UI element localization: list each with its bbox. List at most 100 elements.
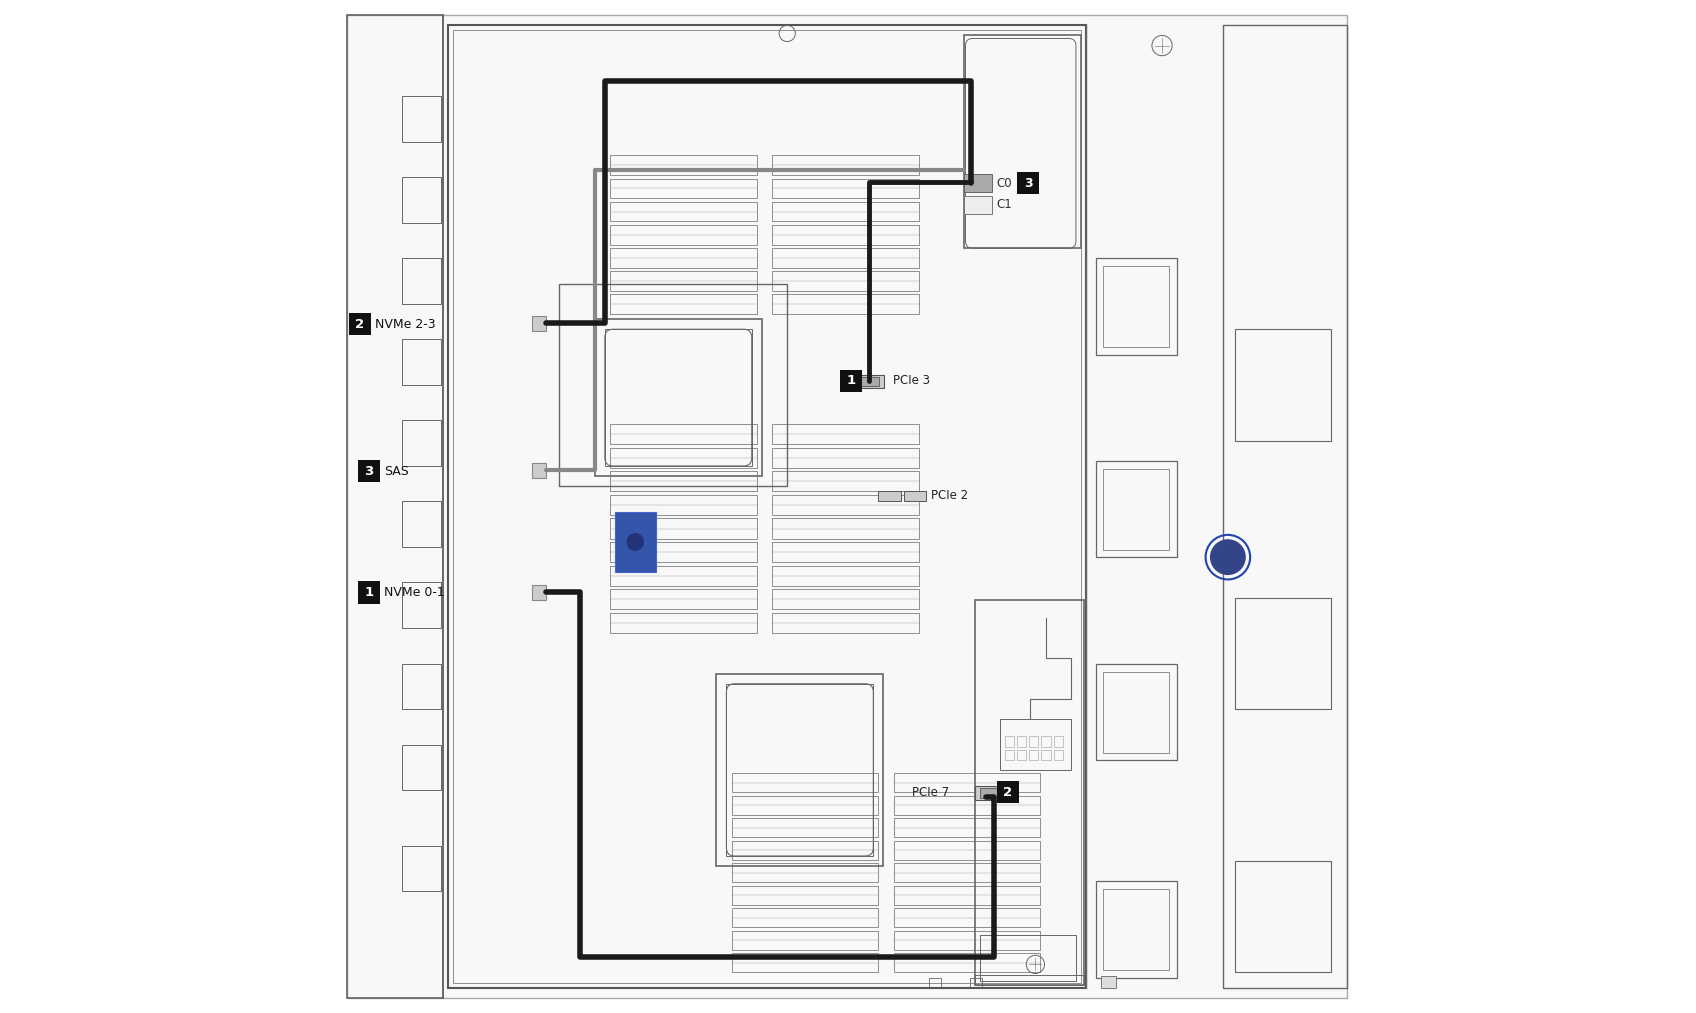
Bar (616, 512, 656, 572)
Bar (840, 370, 862, 392)
Bar (894, 796, 1040, 814)
Bar (772, 423, 919, 444)
Bar (611, 495, 756, 515)
Bar (1096, 881, 1177, 978)
Bar (772, 448, 919, 468)
Bar (731, 796, 879, 814)
Bar (1235, 329, 1331, 441)
Bar (731, 773, 879, 792)
Bar (879, 491, 901, 501)
Bar (349, 313, 371, 335)
Bar (611, 471, 756, 491)
Bar (731, 863, 879, 882)
Bar (772, 225, 919, 244)
Bar (772, 613, 919, 633)
Bar (1018, 172, 1040, 194)
Bar (894, 953, 1040, 972)
Bar (402, 177, 441, 223)
Bar (402, 582, 441, 628)
Bar (1096, 461, 1177, 557)
Bar (894, 931, 1040, 950)
Bar (731, 819, 879, 838)
Bar (772, 248, 919, 267)
Text: C1: C1 (996, 199, 1011, 211)
Bar (560, 284, 787, 486)
Bar (716, 674, 884, 866)
Bar (1104, 889, 1169, 970)
Bar (772, 178, 919, 199)
Bar (975, 975, 1084, 985)
Bar (533, 316, 546, 331)
Bar (1018, 736, 1026, 747)
Bar (358, 581, 380, 604)
Text: 1: 1 (365, 587, 373, 599)
Bar (1104, 469, 1169, 550)
Text: NVMe 2-3: NVMe 2-3 (375, 318, 436, 330)
Bar (611, 565, 756, 586)
Bar (731, 909, 879, 928)
Bar (894, 819, 1040, 838)
Bar (402, 339, 441, 385)
Bar (1029, 736, 1038, 747)
Bar (1018, 750, 1026, 760)
Text: PCIe 7: PCIe 7 (912, 786, 950, 798)
Bar (731, 953, 879, 972)
Bar (894, 773, 1040, 792)
Bar (731, 931, 879, 950)
Text: PCIe 3: PCIe 3 (892, 375, 929, 387)
Bar (862, 377, 880, 386)
Text: NVMe 0-1: NVMe 0-1 (383, 587, 444, 599)
Bar (402, 846, 441, 891)
Bar (1041, 736, 1050, 747)
Bar (533, 463, 546, 478)
Bar (402, 96, 441, 142)
Text: 2: 2 (1004, 786, 1013, 798)
Text: 2: 2 (354, 318, 365, 330)
Bar (611, 295, 756, 314)
Bar (1104, 672, 1169, 753)
Text: SAS: SAS (383, 465, 409, 477)
Text: 3: 3 (365, 465, 373, 477)
Bar (1223, 25, 1347, 988)
Bar (1096, 258, 1177, 355)
Bar (772, 495, 919, 515)
Bar (402, 501, 441, 547)
Bar (358, 460, 380, 482)
Bar (894, 863, 1040, 882)
Bar (1001, 719, 1070, 770)
Bar (726, 684, 873, 856)
Circle shape (628, 534, 643, 550)
Bar (611, 248, 756, 267)
Bar (1053, 736, 1063, 747)
Bar (1096, 664, 1177, 760)
Bar (611, 448, 756, 468)
Bar (1053, 750, 1063, 760)
Bar (611, 271, 756, 291)
Bar (611, 155, 756, 175)
Bar (1235, 598, 1331, 709)
Bar (611, 542, 756, 562)
Text: 3: 3 (1024, 177, 1033, 189)
Bar (772, 519, 919, 539)
Bar (772, 590, 919, 610)
Text: C0: C0 (996, 177, 1011, 189)
Bar (772, 471, 919, 491)
Bar (965, 35, 1080, 248)
Bar (611, 613, 756, 633)
Bar (1041, 750, 1050, 760)
Bar (346, 15, 443, 998)
Bar (611, 225, 756, 244)
Bar (772, 295, 919, 314)
Bar (616, 512, 656, 572)
Bar (611, 519, 756, 539)
Bar (772, 542, 919, 562)
Bar (997, 781, 1019, 803)
Bar (975, 600, 1084, 985)
Bar (965, 196, 992, 214)
Bar (772, 565, 919, 586)
Bar (1104, 266, 1169, 347)
Bar (904, 491, 926, 501)
Bar (611, 423, 756, 444)
Bar (605, 329, 751, 466)
Circle shape (1211, 540, 1245, 574)
